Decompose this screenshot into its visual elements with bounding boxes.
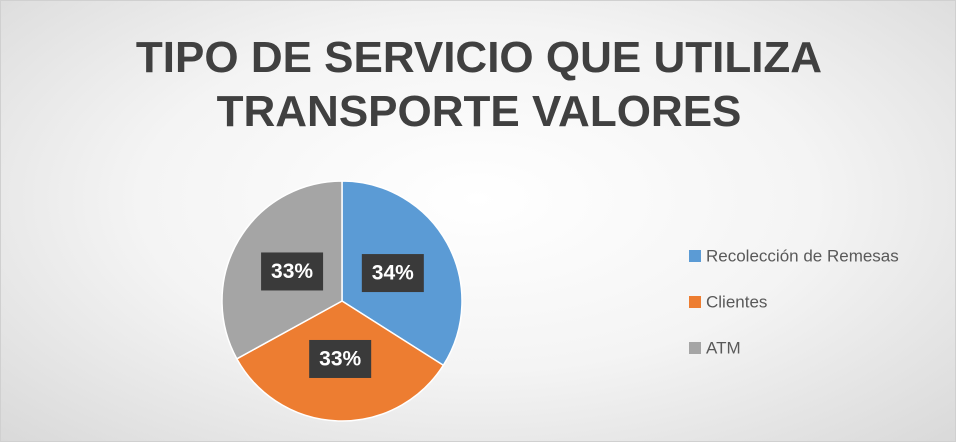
data-label: 33% — [319, 348, 361, 371]
legend-swatch — [689, 342, 701, 354]
legend-swatch — [689, 250, 701, 262]
legend-label: Clientes — [706, 292, 767, 311]
legend-swatch — [689, 296, 701, 308]
legend-label: ATM — [706, 338, 741, 357]
chart-title: TIPO DE SERVICIO QUE UTILIZA TRANSPORTE … — [135, 33, 823, 136]
label-box — [309, 339, 372, 378]
label-box — [261, 252, 324, 291]
legend-label: Recolección de Remesas — [706, 246, 899, 265]
data-label: 33% — [271, 260, 313, 283]
label-box — [361, 254, 424, 293]
data-label: 34% — [372, 262, 414, 285]
